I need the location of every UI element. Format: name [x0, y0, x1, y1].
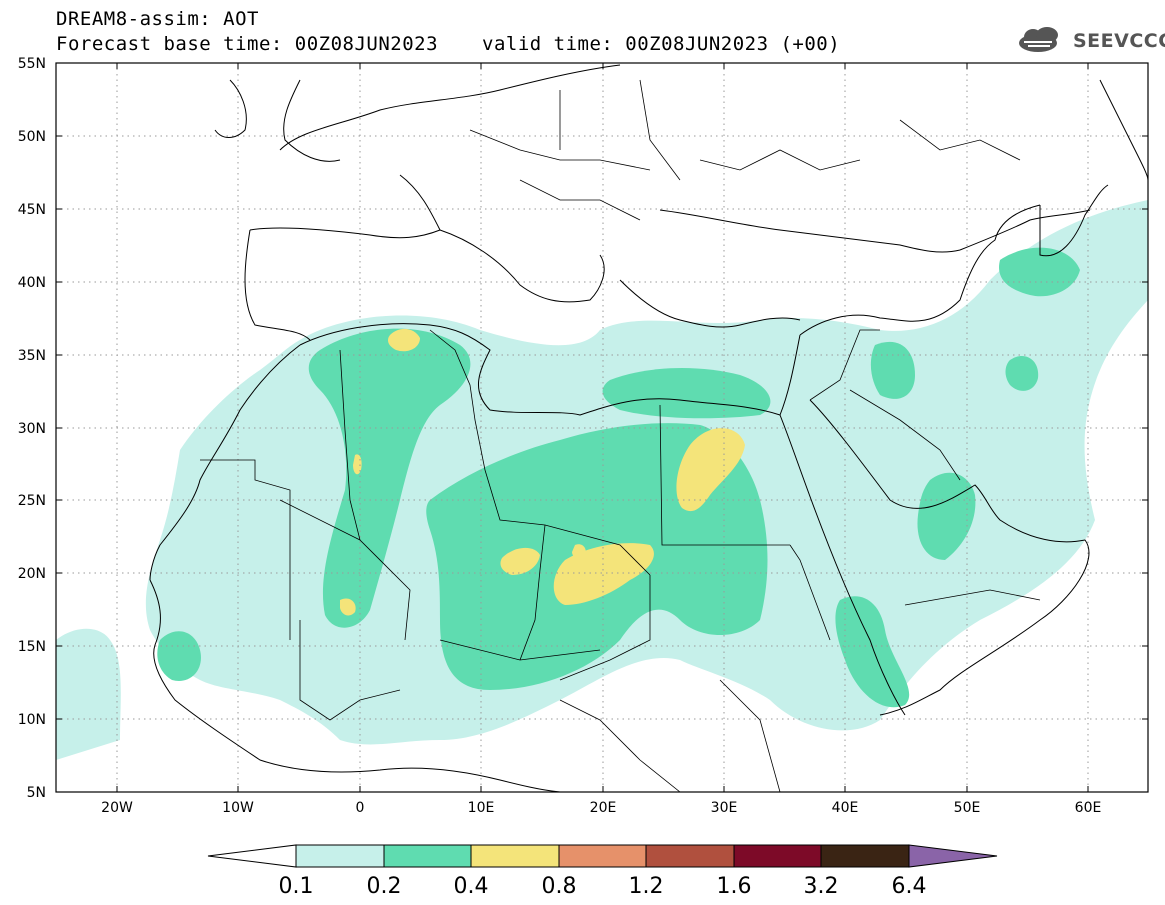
colorbar-label: 1.2: [629, 874, 664, 899]
colorbar: [207, 844, 998, 868]
aot-shading: [56, 200, 1148, 760]
colorbar-label: 6.4: [892, 874, 927, 899]
lon-label: 0: [356, 800, 365, 816]
valid-time: valid time: 00Z08JUN2023 (+00): [482, 33, 841, 55]
lon-label: 50E: [954, 800, 981, 816]
lat-label: 55N: [18, 56, 46, 72]
lat-label: 50N: [18, 129, 46, 145]
colorbar-label: 1.6: [717, 874, 752, 899]
lon-label: 10W: [222, 800, 254, 816]
colorbar-label: 0.2: [367, 874, 402, 899]
colorbar-segment: [383, 844, 472, 868]
colorbar-segment: [820, 844, 910, 868]
lon-label: 10E: [468, 800, 495, 816]
gridlines: [56, 63, 1148, 792]
lat-label: 40N: [18, 275, 46, 291]
colorbar-labels: 0.1 0.2 0.4 0.8 1.2 1.6 3.2 6.4: [279, 874, 927, 899]
lat-label: 45N: [18, 202, 46, 218]
lat-label: 25N: [18, 493, 46, 509]
colorbar-label: 0.1: [279, 874, 314, 899]
colorbar-segment: [470, 844, 560, 868]
lat-label: 35N: [18, 348, 46, 364]
lat-label: 10N: [18, 712, 46, 728]
lat-label: 15N: [18, 639, 46, 655]
lat-label: 20N: [18, 566, 46, 582]
longitude-labels: 20W 10W 0 10E 20E 30E 40E 50E 60E: [101, 800, 1101, 816]
lon-label: 60E: [1075, 800, 1102, 816]
colorbar-segment-above: [908, 844, 998, 868]
colorbar-label: 0.4: [454, 874, 489, 899]
cloud-icon: [1019, 27, 1058, 52]
lon-label: 30E: [711, 800, 738, 816]
lat-label: 5N: [27, 785, 46, 801]
lat-label: 30N: [18, 421, 46, 437]
colorbar-segment: [645, 844, 735, 868]
lon-label: 40E: [832, 800, 859, 816]
coastlines: [149, 64, 1148, 792]
colorbar-label: 3.2: [804, 874, 839, 899]
logo-text: SEEVCCC: [1073, 30, 1165, 52]
map-title: DREAM8-assim: AOT: [56, 8, 259, 30]
colorbar-segment: [295, 844, 385, 868]
latitude-labels: 55N 50N 45N 40N 35N 30N 25N 20N 15N 10N …: [18, 56, 46, 801]
colorbar-segment: [558, 844, 647, 868]
country-borders: [200, 79, 1041, 792]
forecast-base-time: Forecast base time: 00Z08JUN2023: [56, 33, 439, 55]
lon-label: 20W: [101, 800, 133, 816]
lon-label: 20E: [590, 800, 617, 816]
colorbar-segment-below: [207, 844, 297, 868]
colorbar-label: 0.8: [542, 874, 577, 899]
aot-0.4-0.8-region: [340, 328, 745, 616]
axis-ticks: [56, 62, 1148, 792]
colorbar-segment: [733, 844, 822, 868]
